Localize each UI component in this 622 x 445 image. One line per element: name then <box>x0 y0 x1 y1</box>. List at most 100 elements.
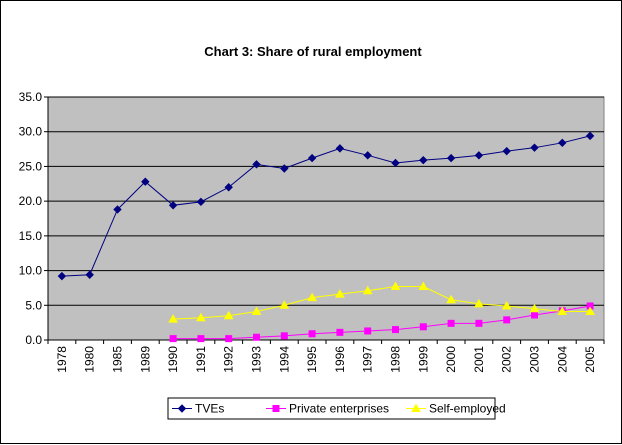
point-2-6 <box>223 310 234 320</box>
point-0-13 <box>419 155 428 165</box>
y-tick-label-4: 20.0 <box>19 194 43 208</box>
point-2-17 <box>529 303 540 313</box>
point-2-18 <box>557 306 568 316</box>
point-1-11 <box>364 327 372 335</box>
point-1-6 <box>225 335 233 343</box>
point-2-10 <box>335 289 345 298</box>
legend-marker-2 <box>411 403 421 412</box>
point-0-15 <box>474 151 484 160</box>
point-0-1 <box>85 270 94 279</box>
point-0-14 <box>446 153 456 163</box>
point-2-19 <box>585 306 595 316</box>
point-2-8 <box>279 300 290 309</box>
x-tick-label-9: 1995 <box>305 346 319 373</box>
point-1-15 <box>475 319 483 327</box>
point-0-17 <box>530 143 539 152</box>
point-1-17 <box>531 311 538 319</box>
x-tick-label-14: 2000 <box>444 346 458 373</box>
y-tick-label-1: 5.0 <box>25 298 42 312</box>
point-2-4 <box>168 314 178 323</box>
y-tick-label-6: 30.0 <box>19 125 43 139</box>
x-tick-label-11: 1997 <box>361 346 375 373</box>
x-tick-label-4: 1990 <box>166 346 180 373</box>
y-tick-label-2: 10.0 <box>19 264 43 278</box>
series-line-1 <box>173 305 591 340</box>
x-axis-ticks: 1978 1980 1985 1989 1990 1991 1992 1993 1994 1995… <box>47 340 605 373</box>
x-tick-label-6: 1992 <box>222 346 236 373</box>
point-0-7 <box>252 160 261 169</box>
point-2-12 <box>390 281 401 291</box>
series-1 <box>169 302 594 343</box>
legend-item-1: Private enterprises <box>266 402 389 416</box>
x-tick-label-0: 1978 <box>55 346 69 373</box>
point-1-7 <box>253 333 260 341</box>
point-1-13 <box>419 323 427 331</box>
legend-label-0: TVEs <box>195 402 224 416</box>
point-0-11 <box>363 151 372 160</box>
point-0-9 <box>307 153 317 163</box>
y-tick-label-0: 0.0 <box>25 333 42 347</box>
point-0-6 <box>224 183 233 192</box>
series-2 <box>168 281 595 323</box>
point-2-5 <box>196 312 206 322</box>
point-2-13 <box>418 281 429 291</box>
point-1-14 <box>447 319 455 327</box>
point-0-0 <box>57 271 67 281</box>
x-tick-label-15: 2001 <box>472 346 486 373</box>
legend-item-0: TVEs <box>172 402 224 416</box>
legend-label-2: Self-employed <box>429 402 506 416</box>
point-2-14 <box>446 294 456 304</box>
point-2-11 <box>362 285 373 295</box>
point-1-9 <box>308 330 316 338</box>
x-tick-label-8: 1994 <box>277 346 291 373</box>
chart-title: Chart 3: Share of rural employment <box>204 44 422 59</box>
series-layer <box>57 131 595 343</box>
point-0-3 <box>141 177 150 186</box>
point-2-7 <box>251 306 262 316</box>
point-0-4 <box>168 201 178 210</box>
x-tick-label-19: 2005 <box>583 346 597 373</box>
x-tick-label-18: 2004 <box>555 346 569 373</box>
y-axis-ticks: 0.0 5.0 10.0 15.0 20.0 25.0 30.0 35.0 <box>19 90 48 347</box>
x-tick-label-3: 1989 <box>138 346 152 373</box>
legend: TVEs Private enterprises Self-employed <box>167 397 506 420</box>
x-tick-label-16: 2002 <box>500 346 514 373</box>
point-0-19 <box>585 131 595 141</box>
point-0-12 <box>391 158 400 168</box>
y-tick-label-7: 35.0 <box>19 90 43 104</box>
x-tick-label-1: 1980 <box>83 346 97 373</box>
legend-marker-0 <box>177 404 187 413</box>
y-tick-label-3: 15.0 <box>19 229 43 243</box>
point-1-10 <box>336 328 344 336</box>
point-1-5 <box>197 335 205 343</box>
point-1-8 <box>280 332 288 340</box>
point-1-12 <box>392 326 399 334</box>
point-0-8 <box>280 164 289 173</box>
point-0-16 <box>502 146 511 156</box>
series-line-0 <box>61 135 591 277</box>
series-line-2 <box>173 286 591 320</box>
series-0 <box>57 131 595 281</box>
point-0-18 <box>558 138 567 148</box>
point-2-9 <box>307 292 317 302</box>
x-tick-label-5: 1991 <box>194 346 208 373</box>
point-1-4 <box>169 335 177 343</box>
x-tick-label-12: 1998 <box>389 346 403 373</box>
x-tick-label-13: 1999 <box>416 346 430 373</box>
point-0-5 <box>196 197 206 207</box>
legend-items: TVEs Private enterprises Self-employed <box>172 402 506 416</box>
legend-marker-1 <box>272 405 280 412</box>
x-tick-label-2: 1985 <box>111 346 125 373</box>
x-tick-label-10: 1996 <box>333 346 347 373</box>
legend-label-1: Private enterprises <box>289 402 389 416</box>
point-0-10 <box>335 144 345 153</box>
gridlines <box>48 96 604 306</box>
plot-area <box>47 96 605 341</box>
legend-box <box>167 397 496 420</box>
x-tick-label-7: 1993 <box>250 346 264 373</box>
point-2-15 <box>474 298 484 308</box>
point-2-16 <box>501 300 512 310</box>
point-1-16 <box>503 316 511 324</box>
